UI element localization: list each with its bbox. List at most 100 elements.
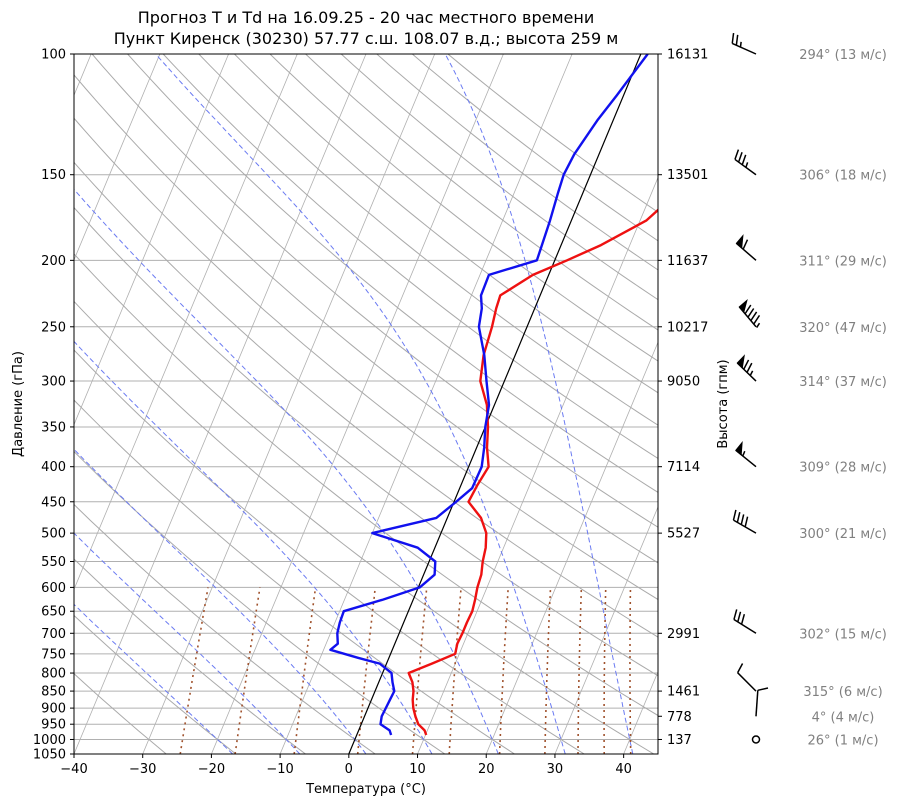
y-tick-label: 400 — [41, 460, 66, 475]
wind-barb-full — [750, 311, 758, 322]
x-tick-label: −20 — [198, 762, 225, 777]
y-tick-label: 150 — [41, 168, 66, 183]
wind-barb-half — [745, 162, 749, 168]
wind-barb-full — [740, 514, 745, 525]
height-tick-label: 9050 — [667, 375, 700, 390]
height-tick-label: 2991 — [667, 627, 700, 642]
wind-barb-full — [731, 32, 735, 44]
wind-barb-flag — [735, 234, 744, 249]
wind-barb-label: 309° (28 м/с) — [799, 461, 887, 476]
dry-adiabat — [198, 54, 658, 426]
axes: −40 −30 −20 −10 0 10 20 30 40 100 150 200 250 300 350 4… — [33, 48, 708, 778]
y-tick-label: 650 — [41, 605, 66, 620]
mixing-ratio-line — [356, 587, 377, 754]
isotherm-line — [142, 54, 436, 754]
x-tick-label: 0 — [345, 762, 353, 777]
wind-barb-full — [757, 687, 769, 692]
wind-barb-shaft — [737, 672, 757, 692]
y-tick-label: 700 — [41, 627, 66, 642]
profile-line — [407, 208, 658, 736]
wind-barb-label: 306° (18 м/с) — [799, 169, 887, 184]
y-tick-label: 850 — [41, 685, 66, 700]
wind-barb-full — [744, 304, 752, 315]
dry-adiabat — [127, 54, 658, 493]
wind-barb-label: 294° (13 м/с) — [799, 48, 887, 63]
chart-title: Прогноз T и Td на 16.09.25 - 20 час мест… — [137, 8, 595, 27]
wind-barb-full — [742, 239, 749, 250]
wind-barb-full — [732, 509, 737, 521]
y-tick-label: 600 — [41, 581, 66, 596]
wind-barb-full — [736, 512, 741, 523]
mixing-ratio-line — [448, 587, 462, 754]
isotherm-line — [74, 54, 161, 261]
x-tick-label: 40 — [615, 762, 632, 777]
wind-barb-full — [744, 516, 749, 528]
x-tick-label: −30 — [129, 762, 156, 777]
wind-barb-label: 4° (4 м/с) — [812, 710, 875, 725]
mixing-ratio-line — [234, 587, 261, 754]
moist-adiabat — [444, 54, 634, 754]
wind-barb-label: 302° (15 м/с) — [799, 627, 887, 642]
height-tick-label: 10217 — [667, 320, 708, 335]
x-axis-label: Температура (°C) — [305, 782, 426, 797]
wind-barb-group: 315° (6 м/с) — [736, 663, 883, 700]
dry-adiabat — [269, 54, 658, 362]
height-axis-label: Высота (гпм) — [716, 359, 731, 448]
wind-barb-group: 300° (21 м/с) — [732, 509, 887, 542]
wind-barb-flag — [735, 441, 743, 456]
wind-barb-flag — [736, 354, 745, 369]
wind-barb-full — [741, 154, 747, 165]
height-tick-label: 778 — [667, 710, 692, 725]
wind-barb-group: 26° (1 м/с) — [751, 733, 879, 748]
dry-adiabat — [162, 54, 658, 460]
height-tick-label: 5527 — [667, 527, 700, 542]
y-tick-label: 900 — [41, 702, 66, 717]
wind-barb-half — [739, 41, 742, 48]
x-tick-label: −10 — [266, 762, 293, 777]
wind-barb-half — [742, 450, 746, 457]
x-tick-label: −40 — [60, 762, 87, 777]
dry-adiabat — [74, 503, 376, 754]
wind-barb-calm — [751, 735, 761, 744]
height-tick-label: 16131 — [667, 48, 708, 63]
dry-adiabat — [340, 54, 658, 301]
mixing-ratio-line — [179, 587, 209, 754]
y-tick-label: 750 — [41, 647, 66, 662]
isotherm-line — [74, 54, 229, 426]
y-tick-label: 1050 — [33, 748, 66, 763]
y-tick-label: 450 — [41, 495, 66, 510]
wind-barb-full — [743, 359, 750, 370]
plot-frame — [73, 53, 659, 755]
y-tick-label: 1000 — [33, 733, 66, 748]
wind-barb-full — [734, 149, 740, 160]
dry-adiabat — [74, 558, 306, 754]
dry-adiabat — [74, 300, 655, 754]
y-tick-label: 250 — [41, 320, 66, 335]
y-tick-label: 500 — [41, 527, 66, 542]
isotherm-line — [74, 54, 298, 591]
dry-adiabat — [74, 117, 658, 601]
mixing-ratio-line — [498, 587, 509, 754]
wind-barb-group: 314° (37 м/с) — [736, 354, 887, 390]
isotherm-line — [211, 54, 504, 754]
wind-barb-group: 320° (47 м/с) — [738, 298, 887, 336]
y-tick-label: 950 — [41, 718, 66, 733]
isotherm-line — [554, 505, 658, 754]
wind-barb-label: 320° (47 м/с) — [799, 321, 887, 336]
moist-adiabat — [74, 448, 367, 754]
x-tick-label: 10 — [409, 762, 426, 777]
dry-adiabat — [411, 54, 658, 242]
height-tick-label: 137 — [667, 733, 692, 748]
y-tick-label: 350 — [41, 420, 66, 435]
wind-barb-full — [740, 614, 746, 625]
dry-adiabat — [74, 253, 658, 717]
y-tick-label: 550 — [41, 555, 66, 570]
moist-adiabat — [74, 532, 301, 754]
zero-isotherm — [348, 54, 642, 754]
wind-barb-group: 306° (18 м/с) — [734, 149, 887, 184]
wind-barb-full — [736, 663, 744, 674]
moist-adiabat — [155, 54, 566, 754]
height-tick-label: 1461 — [667, 685, 700, 700]
mixing-ratio-line — [577, 587, 583, 754]
